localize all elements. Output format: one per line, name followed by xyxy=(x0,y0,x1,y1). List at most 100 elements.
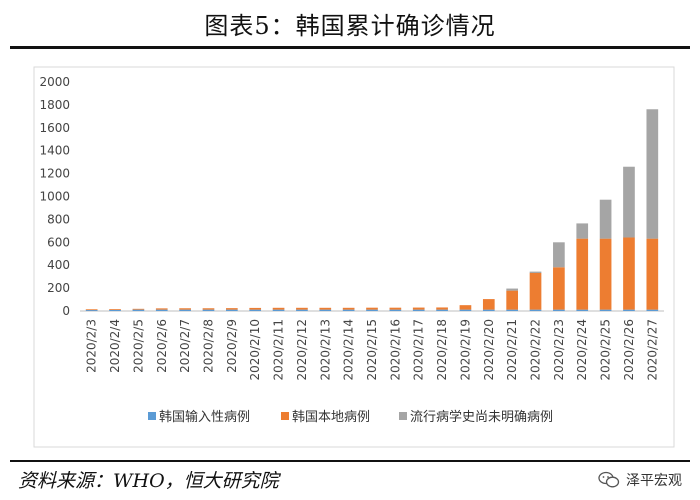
bar-segment-3 xyxy=(506,288,518,291)
x-tick-label: 2020/2/24 xyxy=(575,319,589,381)
bar-segment-1 xyxy=(319,309,332,311)
bar-segment-1 xyxy=(553,309,565,311)
legend-label: 韩国输入性病例 xyxy=(159,409,250,425)
bar-segment-1 xyxy=(272,309,285,311)
x-tick-label: 2020/2/3 xyxy=(85,319,99,373)
bar-segment-1 xyxy=(202,309,215,311)
x-tick-label: 2020/2/9 xyxy=(225,319,239,373)
x-tick-label: 2020/2/18 xyxy=(435,319,449,381)
bar-segment-3 xyxy=(599,199,612,239)
legend-label: 韩国本地病例 xyxy=(292,410,370,425)
watermark-text: 泽平宏观 xyxy=(626,473,682,489)
chart-frame xyxy=(33,66,675,448)
bar-segment-1 xyxy=(132,309,145,311)
bar-segment-3 xyxy=(529,271,542,273)
x-tick-label: 2020/2/7 xyxy=(178,319,192,373)
bottom-rule xyxy=(10,460,690,462)
y-tick-label: 800 xyxy=(47,212,70,226)
x-tick-label: 2020/2/27 xyxy=(645,319,659,381)
x-tick-label: 2020/2/17 xyxy=(412,319,426,381)
bar-segment-2 xyxy=(272,307,285,310)
bar-segment-2 xyxy=(482,299,495,310)
bar-segment-2 xyxy=(459,305,472,310)
top-rule xyxy=(10,46,690,49)
y-tick-label: 1800 xyxy=(39,98,70,112)
bar-segment-2 xyxy=(179,308,191,310)
bar-segment-2 xyxy=(155,308,168,310)
bar-segment-1 xyxy=(342,309,355,311)
bar-segment-3 xyxy=(646,109,659,239)
bar-segment-1 xyxy=(155,309,168,311)
x-tick-label: 2020/2/20 xyxy=(482,319,496,381)
y-tick-label: 2000 xyxy=(39,75,70,89)
x-tick-label: 2020/2/5 xyxy=(131,319,145,373)
bar-segment-1 xyxy=(366,309,378,311)
x-axis-ticks: 2020/2/3 2020/2/4 2020/2/5 2020/2/6 2020/2/7… xyxy=(85,319,660,381)
legend-swatch xyxy=(148,412,156,420)
bar-segment-2 xyxy=(436,307,448,310)
source-note: 资料来源：WHO，恒大研究院 xyxy=(18,470,279,492)
bar-segment-2 xyxy=(249,307,262,310)
bar-segment-2 xyxy=(132,308,145,310)
x-tick-label: 2020/2/12 xyxy=(295,319,309,381)
x-tick-label: 2020/2/25 xyxy=(599,319,613,381)
x-tick-label: 2020/2/22 xyxy=(529,319,543,381)
bar-segment-2 xyxy=(389,307,402,310)
x-tick-label: 2020/2/4 xyxy=(108,319,122,373)
bar-segment-1 xyxy=(576,309,589,311)
x-tick-label: 2020/2/10 xyxy=(248,319,262,381)
legend-swatch xyxy=(399,412,407,420)
y-tick-label: 0 xyxy=(62,304,70,318)
bar-segment-3 xyxy=(553,242,565,268)
watermark: 泽平宏观 xyxy=(598,470,682,490)
bar-segment-2 xyxy=(599,238,612,310)
x-tick-label: 2020/2/15 xyxy=(365,319,379,381)
stacked-bar-chart: 0 200 400 600 800 1000 1200 1400 1600 1800 2000 20… xyxy=(33,66,675,448)
x-tick-label: 2020/2/11 xyxy=(272,319,286,381)
y-tick-label: 200 xyxy=(47,281,70,295)
bar-segment-1 xyxy=(179,309,191,311)
legend: 韩国输入性病例 韩国本地病例 流行病学史尚未明确病例 xyxy=(148,409,553,425)
bars-group xyxy=(85,109,659,311)
bar-segment-1 xyxy=(412,309,425,311)
bar-segment-2 xyxy=(109,309,121,310)
bar-segment-2 xyxy=(553,267,565,310)
legend-label: 流行病学史尚未明确病例 xyxy=(410,409,553,425)
y-tick-label: 1200 xyxy=(39,167,70,181)
bar-segment-1 xyxy=(599,309,612,311)
x-tick-label: 2020/2/21 xyxy=(505,319,519,381)
figure-title: 图表5：韩国累计确诊情况 xyxy=(204,12,496,40)
bar-segment-1 xyxy=(109,309,121,311)
y-tick-label: 1000 xyxy=(39,190,70,204)
wechat-icon xyxy=(598,471,620,488)
y-tick-label: 1400 xyxy=(39,144,70,158)
bar-segment-1 xyxy=(389,309,402,311)
bar-segment-1 xyxy=(226,309,238,311)
x-tick-label: 2020/2/19 xyxy=(458,319,472,381)
bar-segment-2 xyxy=(412,307,425,310)
bar-segment-2 xyxy=(319,307,332,310)
bar-segment-3 xyxy=(576,223,589,239)
y-tick-label: 600 xyxy=(47,235,70,249)
x-tick-label: 2020/2/6 xyxy=(155,319,169,373)
x-tick-label: 2020/2/8 xyxy=(201,319,215,373)
bar-segment-2 xyxy=(623,237,635,310)
bar-segment-1 xyxy=(506,309,518,311)
bar-segment-2 xyxy=(529,272,542,310)
y-tick-label: 1600 xyxy=(39,121,70,135)
bar-segment-1 xyxy=(529,309,542,311)
bar-segment-1 xyxy=(623,309,635,311)
bar-segment-1 xyxy=(249,309,262,311)
x-tick-label: 2020/2/16 xyxy=(388,319,402,381)
y-tick-label: 400 xyxy=(47,258,70,272)
x-tick-label: 2020/2/23 xyxy=(552,319,566,381)
bar-segment-2 xyxy=(506,290,518,310)
bar-segment-1 xyxy=(646,309,659,311)
bar-segment-1 xyxy=(296,309,308,311)
legend-swatch xyxy=(281,412,289,420)
bar-segment-1 xyxy=(85,309,98,311)
bar-segment-2 xyxy=(202,308,215,310)
bar-segment-2 xyxy=(366,307,378,310)
bar-segment-2 xyxy=(226,308,238,310)
